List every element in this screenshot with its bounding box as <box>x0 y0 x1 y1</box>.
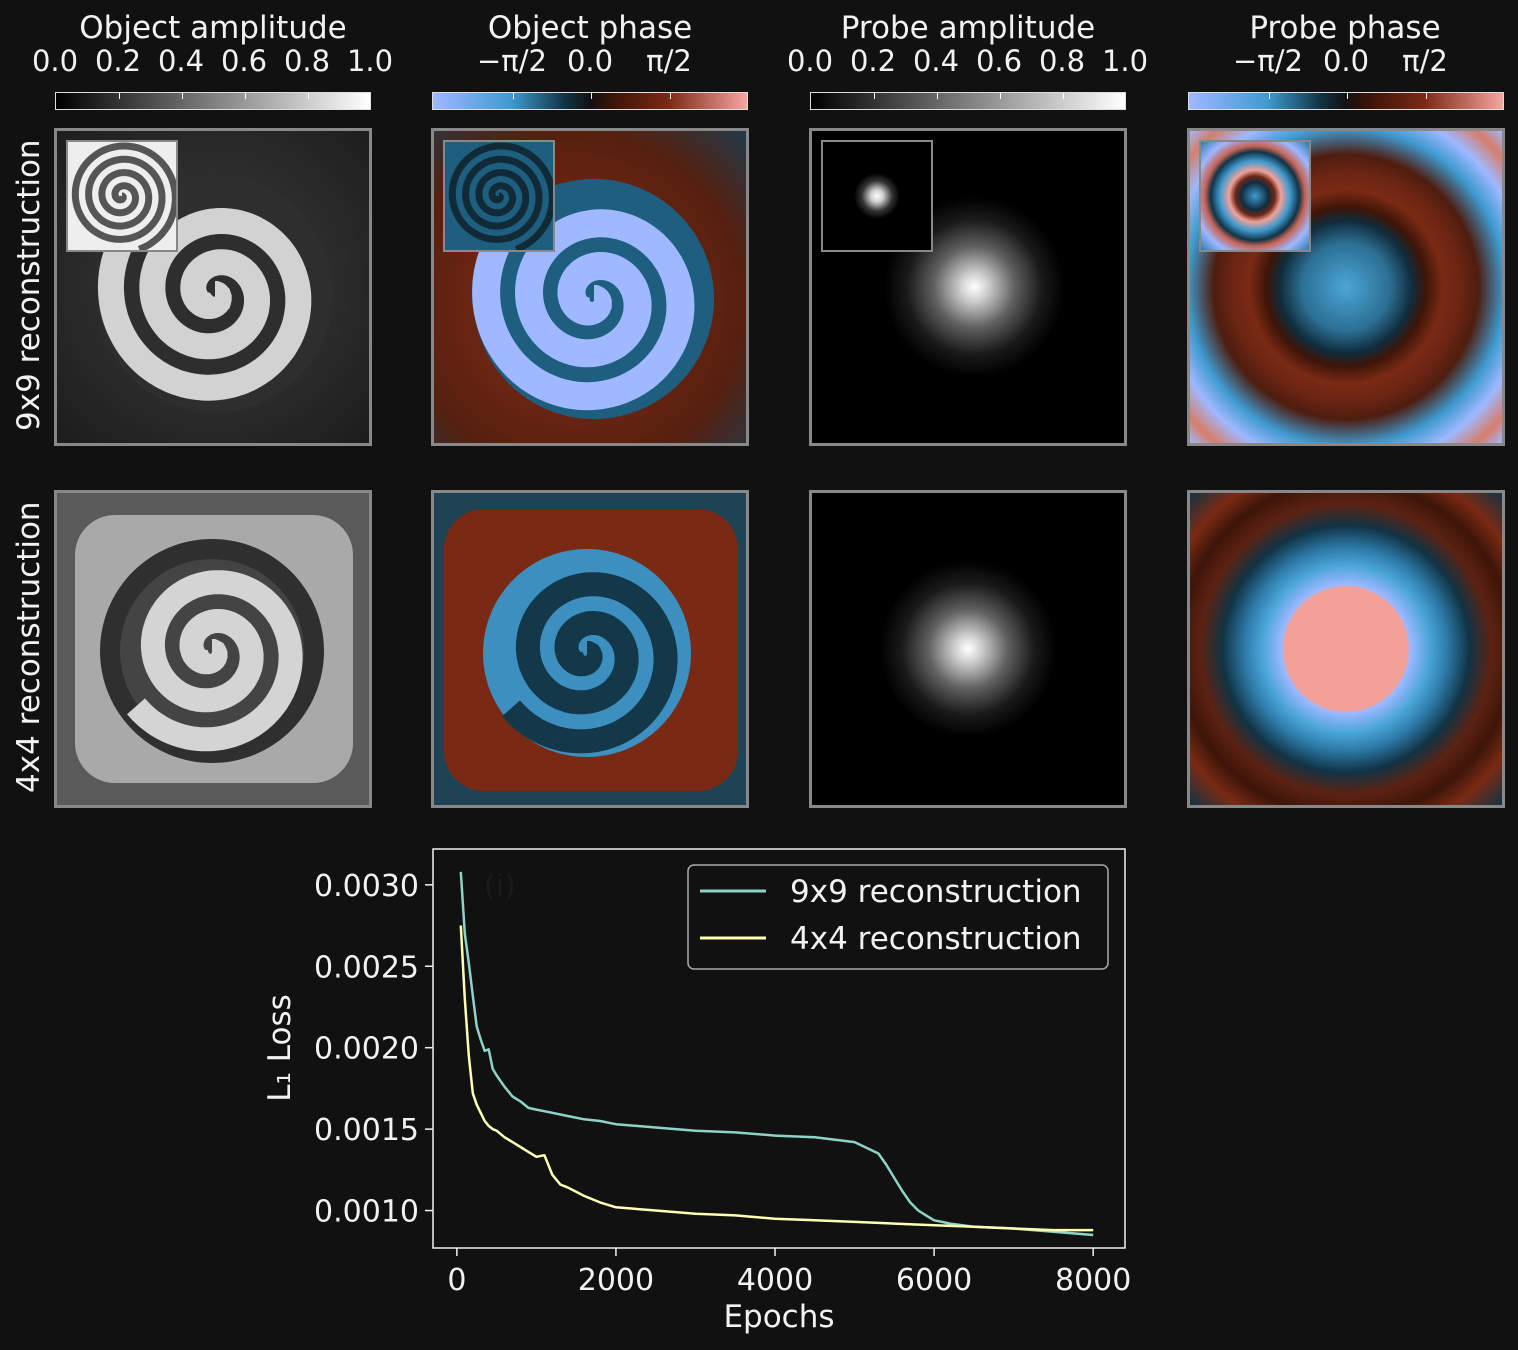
series-lines <box>459 871 1094 1237</box>
colorbar-tick-label: 0.6 <box>975 44 1023 78</box>
panel-object-phase-9x9 <box>431 128 749 446</box>
panel-label: (i) <box>484 869 516 904</box>
x-tick-label: 8000 <box>1055 1263 1131 1298</box>
legend: 9x9 reconstruction 4x4 reconstruction <box>687 864 1109 970</box>
y-tick-label: 0.0010 <box>314 1195 419 1230</box>
colorbar-tick-label: 0.4 <box>912 44 960 78</box>
spiral-path <box>448 142 553 250</box>
colorbar-tick-label: −π/2 <box>477 44 547 78</box>
panel-object-amplitude-4x4 <box>54 490 372 808</box>
colorbar-tick-label: 0.6 <box>220 44 268 78</box>
spiral-path <box>97 208 312 401</box>
col-title-probe-phase: Probe phase <box>1249 10 1441 46</box>
colorbar-tick-label: 0.2 <box>94 44 142 78</box>
spiral-image <box>75 515 353 783</box>
x-axis-label: Epochs <box>723 1299 834 1335</box>
colorbar-tick-label: −π/2 <box>1233 44 1303 78</box>
series-line-4x4 <box>459 925 1094 1232</box>
y-tick-label: 0.0015 <box>314 1113 419 1148</box>
loss-chart: 0.0010 0.0015 0.0020 0.0025 0.0030 0 2000 4000… <box>262 848 1131 1335</box>
y-axis-label: L₁ Loss <box>262 994 298 1102</box>
legend-label-4x4: 4x4 reconstruction <box>790 921 1082 957</box>
legend-label-9x9: 9x9 reconstruction <box>790 874 1082 910</box>
panel-object-phase-4x4 <box>431 490 749 808</box>
series-line-9x9 <box>459 871 1094 1237</box>
y-tick-label: 0.0030 <box>314 869 419 904</box>
panel-probe-amplitude-9x9 <box>809 128 1127 446</box>
colorbar-tick-label: 0.2 <box>849 44 897 78</box>
colorbar-tick-label: 1.0 <box>1101 44 1149 78</box>
col-title-object-amplitude: Object amplitude <box>79 10 347 46</box>
spiral-path <box>71 142 176 250</box>
inset-ground-truth-phase <box>443 140 555 252</box>
col-title-object-phase: Object phase <box>487 10 693 46</box>
colorbar-tick-label: 0.8 <box>283 44 331 78</box>
spiral-image <box>444 509 738 791</box>
x-tick-label: 6000 <box>896 1263 972 1298</box>
y-axis: 0.0010 0.0015 0.0020 0.0025 0.0030 <box>314 869 433 1230</box>
colorbar-object-phase <box>432 92 748 110</box>
colorbar-tick-label: 0.0 <box>31 44 79 78</box>
inset-ground-truth-amplitude <box>66 140 178 252</box>
plot-frame <box>432 848 1126 1249</box>
col-title-probe-amplitude: Probe amplitude <box>840 10 1096 46</box>
inset-ground-truth-probe-amplitude <box>821 140 933 252</box>
x-tick-label: 4000 <box>737 1263 813 1298</box>
colorbar-object-amplitude <box>55 92 371 110</box>
colorbar-tick-label: 1.0 <box>346 44 394 78</box>
colorbar-probe-amplitude <box>810 92 1126 110</box>
colorbar-probe-phase <box>1188 92 1504 110</box>
y-tick-label: 0.0020 <box>314 1032 419 1067</box>
colorbar-tick-label: 0.0 <box>1322 44 1370 78</box>
panel-probe-phase-9x9 <box>1187 128 1505 446</box>
spiral-path <box>502 572 678 754</box>
spiral-path <box>472 209 695 411</box>
colorbar-tick-label: π/2 <box>646 44 692 78</box>
colorbar-tick-label: 0.0 <box>566 44 614 78</box>
panel-object-amplitude-9x9 <box>54 128 372 446</box>
colorbar-tick-label: 0.4 <box>157 44 205 78</box>
colorbar-tick-label: π/2 <box>1402 44 1448 78</box>
x-tick-label: 2000 <box>578 1263 654 1298</box>
row-label-9x9: 9x9 reconstruction <box>11 139 47 431</box>
x-axis: 0 2000 4000 6000 8000 <box>447 1248 1131 1298</box>
panel-probe-phase-4x4 <box>1187 490 1505 808</box>
panel-probe-amplitude-4x4 <box>809 490 1127 808</box>
y-tick-label: 0.0025 <box>314 950 419 985</box>
colorbar-tick-label: 0.8 <box>1038 44 1086 78</box>
spiral-path <box>127 570 303 752</box>
inset-ground-truth-probe-phase <box>1199 140 1311 252</box>
colorbar-tick-label: 0.0 <box>786 44 834 78</box>
row-label-4x4: 4x4 reconstruction <box>11 501 47 793</box>
x-tick-label: 0 <box>447 1263 466 1298</box>
legend-box <box>687 864 1109 970</box>
